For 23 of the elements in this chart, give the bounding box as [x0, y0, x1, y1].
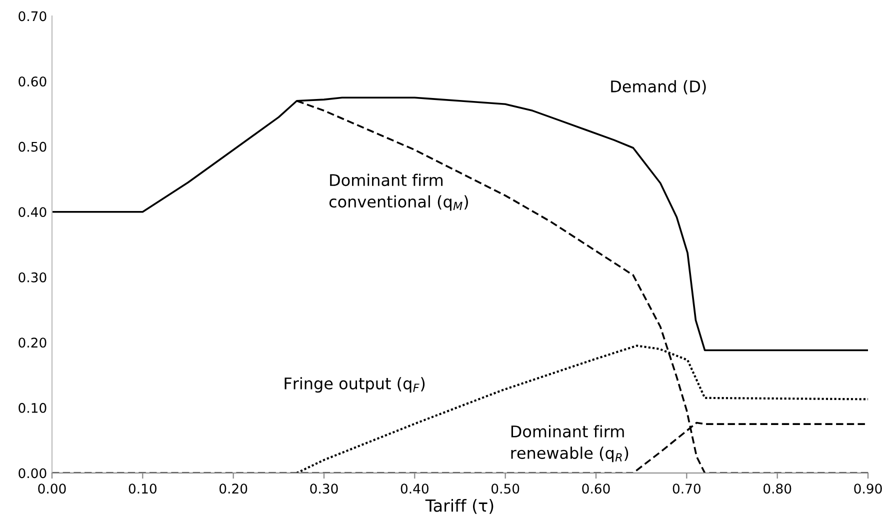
x-tick-label: 0.70 — [672, 484, 700, 494]
y-tick-label: 0.60 — [18, 76, 46, 86]
series-label: Fringe output (q$_{F}$) — [284, 377, 425, 393]
x-tick-label: 0.90 — [854, 484, 882, 494]
x-tick-label: 0.10 — [128, 484, 156, 494]
series-label: Dominant firm renewable (q$_{R}$) — [511, 425, 628, 462]
x-tick-label: 0.30 — [310, 484, 338, 494]
x-tick-label: 0.60 — [582, 484, 610, 494]
x-tick-label: 0.00 — [38, 484, 66, 494]
y-tick-label: 0.30 — [18, 272, 46, 282]
y-tick-label: 0.10 — [18, 402, 46, 413]
y-tick-label: 0.50 — [18, 142, 46, 152]
series-label: Dominant firm conventional (q$_{M}$) — [329, 174, 468, 211]
y-tick-label: 0.20 — [18, 338, 46, 348]
x-tick-label: 0.20 — [220, 484, 248, 494]
text: Demand (D) — [611, 80, 706, 94]
y-tick-label: 0.70 — [18, 11, 46, 22]
x-axis-title: Tariff (τ) — [425, 498, 494, 514]
y-tick-label: 0.40 — [18, 207, 46, 218]
x-tick-label: 0.50 — [492, 484, 520, 494]
x-tick-label: 0.80 — [764, 484, 792, 494]
x-tick-label: 0.40 — [400, 484, 428, 494]
y-tick-label: 0.00 — [18, 468, 46, 478]
